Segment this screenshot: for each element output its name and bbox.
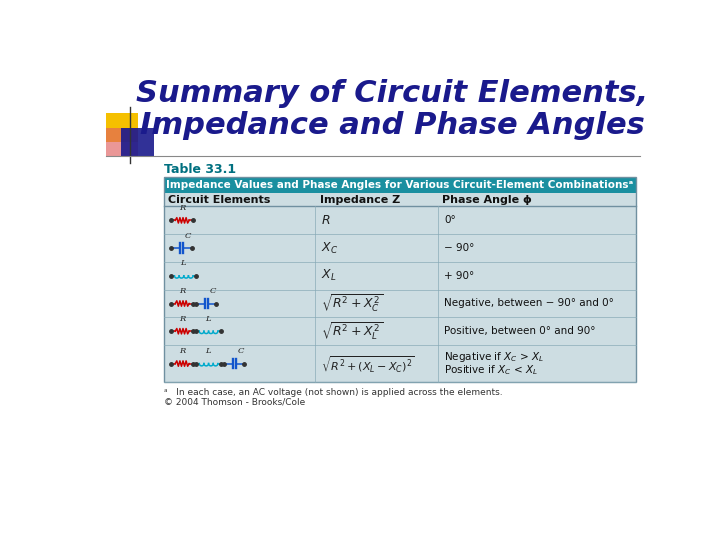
Text: © 2004 Thomson - Brooks/Cole: © 2004 Thomson - Brooks/Cole [163, 397, 305, 407]
Text: $\sqrt{R^2 + X_L^{\,2}}$: $\sqrt{R^2 + X_L^{\,2}}$ [321, 321, 384, 342]
Text: C: C [184, 232, 191, 240]
Text: R: R [179, 204, 185, 212]
FancyBboxPatch shape [163, 177, 636, 193]
Text: R: R [179, 347, 185, 355]
Text: Positive, between 0° and 90°: Positive, between 0° and 90° [444, 326, 595, 336]
Text: $R$: $R$ [321, 214, 330, 227]
FancyBboxPatch shape [163, 345, 636, 382]
Text: Circuit Elements: Circuit Elements [168, 194, 271, 205]
Text: Summary of Circuit Elements,: Summary of Circuit Elements, [136, 79, 649, 107]
Text: + 90°: + 90° [444, 271, 474, 281]
Text: L: L [205, 315, 211, 323]
FancyBboxPatch shape [163, 318, 636, 345]
Text: Impedance Values and Phase Angles for Various Circuit-Element Combinationsᵃ: Impedance Values and Phase Angles for Va… [166, 180, 634, 190]
Text: R: R [179, 287, 185, 295]
Text: Table 33.1: Table 33.1 [163, 164, 235, 177]
Text: ᵃ   In each case, an AC voltage (not shown) is applied across the elements.: ᵃ In each case, an AC voltage (not shown… [163, 388, 503, 397]
Text: $X_C$: $X_C$ [321, 240, 338, 255]
Text: R: R [179, 315, 185, 323]
Text: Negative if $X_C$ > $X_L$: Negative if $X_C$ > $X_L$ [444, 350, 544, 365]
FancyBboxPatch shape [121, 128, 153, 157]
Text: L: L [205, 347, 211, 355]
Text: L: L [180, 259, 186, 267]
FancyBboxPatch shape [163, 193, 636, 206]
Text: 0°: 0° [444, 215, 456, 225]
Text: $\sqrt{R^2 + X_C^{\,2}}$: $\sqrt{R^2 + X_C^{\,2}}$ [321, 293, 384, 314]
Text: Phase Angle ϕ: Phase Angle ϕ [443, 194, 532, 205]
FancyBboxPatch shape [163, 289, 636, 318]
FancyBboxPatch shape [106, 112, 138, 142]
Text: Positive if $X_C$ < $X_L$: Positive if $X_C$ < $X_L$ [444, 363, 538, 376]
Text: − 90°: − 90° [444, 243, 474, 253]
Text: C: C [210, 287, 216, 295]
Text: Impedance Z: Impedance Z [320, 194, 400, 205]
Text: C: C [238, 347, 243, 355]
Text: $X_L$: $X_L$ [321, 268, 336, 284]
FancyBboxPatch shape [163, 262, 636, 289]
Text: $\sqrt{R^2 + (X_L - X_C)^2}$: $\sqrt{R^2 + (X_L - X_C)^2}$ [321, 354, 415, 374]
Text: Impedance and Phase Angles: Impedance and Phase Angles [140, 111, 644, 140]
FancyBboxPatch shape [163, 206, 636, 234]
FancyBboxPatch shape [106, 128, 138, 157]
Text: Negative, between − 90° and 0°: Negative, between − 90° and 0° [444, 299, 614, 308]
FancyBboxPatch shape [163, 234, 636, 262]
